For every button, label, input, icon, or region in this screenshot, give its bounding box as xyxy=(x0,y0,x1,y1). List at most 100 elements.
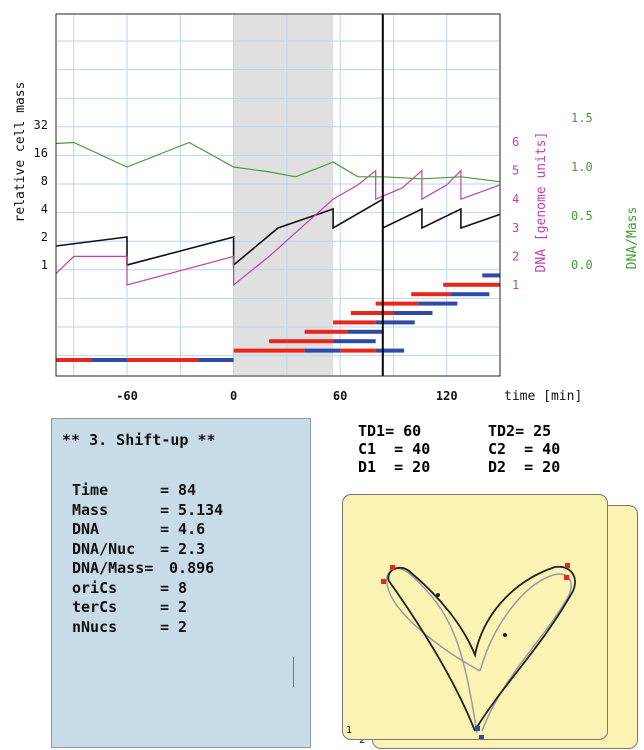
mass-tick-label: 16 xyxy=(34,146,48,160)
dna-tick-label: 5 xyxy=(512,164,519,178)
status-value: = 4.6 xyxy=(160,520,206,538)
status-panel: ** 3. Shift-up ** Time = 84 Mass = 5.134 DNA… xyxy=(51,418,311,748)
status-key: nNucs xyxy=(72,617,118,636)
dna-tick-label: 2 xyxy=(512,249,519,263)
status-value: = 5.134 xyxy=(160,500,224,519)
dna-axis-label: DNA [genome units] xyxy=(534,132,549,273)
plot-border xyxy=(55,13,501,377)
fork-marker xyxy=(503,633,507,637)
status-key: DNA/Mass= xyxy=(72,559,154,577)
chromosome-cycle-diagram xyxy=(381,563,576,739)
terminus-marker xyxy=(479,735,484,739)
mass-tick-label: 32 xyxy=(34,118,48,132)
ratio-tick-label: 0.0 xyxy=(571,258,593,272)
replication-bar-blue xyxy=(393,311,433,315)
origin-marker xyxy=(381,579,386,584)
ratio-tick-label: 1.5 xyxy=(571,111,593,125)
text-cursor xyxy=(293,657,294,687)
dna-tick-label: 4 xyxy=(512,192,519,206)
param-c2: C2 = 40 xyxy=(488,440,561,458)
replication-bar-red xyxy=(333,320,376,325)
param-td1: TD1= 60 xyxy=(358,422,422,440)
origin-marker xyxy=(390,565,395,570)
replication-bar-blue xyxy=(347,329,383,334)
time-axis-label: time [min] xyxy=(504,389,582,404)
dna-tick-label: 1 xyxy=(512,278,519,292)
mass-tick-label: 2 xyxy=(41,230,48,244)
mass-tick-label: 4 xyxy=(41,202,48,216)
cell-card-front[interactable]: 1 xyxy=(342,494,608,740)
status-row: oriCs = 8 xyxy=(72,579,187,597)
replication-bars xyxy=(56,273,500,362)
replication-bar-red xyxy=(56,358,92,362)
status-row: nNucs = 2 xyxy=(72,618,187,636)
mass-tick-label: 1 xyxy=(41,258,48,272)
status-key: DNA xyxy=(72,520,100,538)
dna-tick-label: 6 xyxy=(512,135,519,149)
replication-bar-blue xyxy=(418,301,458,306)
replication-bar-blue xyxy=(91,358,128,362)
status-key: oriCs xyxy=(72,578,118,597)
replication-bar-blue xyxy=(333,339,376,344)
ratio-line xyxy=(55,141,501,183)
status-row: Time = 84 xyxy=(72,481,196,499)
cycle-curve-black xyxy=(387,565,576,732)
status-value: = 84 xyxy=(160,481,197,499)
cycle-curve-gray xyxy=(386,567,572,734)
status-row: DNA/Nuc = 2.3 xyxy=(72,540,205,558)
time-tick-label: 0 xyxy=(230,389,237,403)
replication-bar-blue xyxy=(198,358,234,362)
ratio-tick-label: 1.0 xyxy=(571,160,593,174)
replication-bar-blue xyxy=(450,292,490,297)
replication-bar-blue xyxy=(375,320,415,325)
status-title: ** 3. Shift-up ** xyxy=(62,431,216,449)
terminus-marker xyxy=(475,726,480,731)
y-axis-label: relative cell mass xyxy=(13,82,28,223)
param-d2: D2 = 20 xyxy=(488,458,561,476)
replication-bar-red xyxy=(411,292,451,297)
param-td2: TD2= 25 xyxy=(488,422,552,440)
replication-bar-blue xyxy=(482,273,500,278)
time-tick-label: 60 xyxy=(333,389,347,403)
replication-bar-red xyxy=(443,282,500,287)
mass-line xyxy=(55,197,501,267)
dna-line xyxy=(55,169,501,287)
status-row: DNA = 4.6 xyxy=(72,520,205,538)
time-tick-label: -60 xyxy=(116,389,138,403)
param-c1: C1 = 40 xyxy=(358,440,431,458)
status-key: Mass xyxy=(72,500,109,519)
status-value: = 2 xyxy=(160,617,188,636)
status-key: terCs xyxy=(72,598,118,616)
status-row: terCs = 2 xyxy=(72,598,187,616)
replication-bar-blue xyxy=(304,348,341,353)
fork-marker xyxy=(436,593,440,597)
shift-window-shade xyxy=(233,15,334,375)
card-number-1: 1 xyxy=(346,725,353,736)
status-row: DNA/Mass= 0.896 xyxy=(72,559,214,577)
ratio-axis-label: DNA/Mass xyxy=(625,207,640,270)
time-tick-label: 120 xyxy=(436,389,458,403)
card-number-2: 2 xyxy=(359,735,366,746)
data-lines xyxy=(55,141,501,287)
replication-bar-red xyxy=(269,339,334,344)
origin-marker xyxy=(565,563,570,568)
status-key: DNA/Nuc xyxy=(72,539,136,558)
replication-bar-red xyxy=(340,348,376,353)
status-value: 0.896 xyxy=(160,559,215,577)
status-value: = 2 xyxy=(160,598,188,616)
status-value: = 2.3 xyxy=(160,539,206,558)
status-row: Mass = 5.134 xyxy=(72,501,223,519)
param-d1: D1 = 20 xyxy=(358,458,431,476)
replication-bar-red xyxy=(304,329,348,334)
ratio-tick-label: 0.5 xyxy=(571,209,593,223)
replication-bar-red xyxy=(350,311,394,315)
status-key: Time xyxy=(72,481,109,499)
replication-bar-red xyxy=(233,348,305,353)
origin-marker xyxy=(564,575,569,580)
replication-bar-red xyxy=(375,301,419,306)
replication-bar-blue xyxy=(375,348,405,353)
dna-tick-label: 3 xyxy=(512,221,519,235)
replication-bar-red xyxy=(127,358,199,362)
